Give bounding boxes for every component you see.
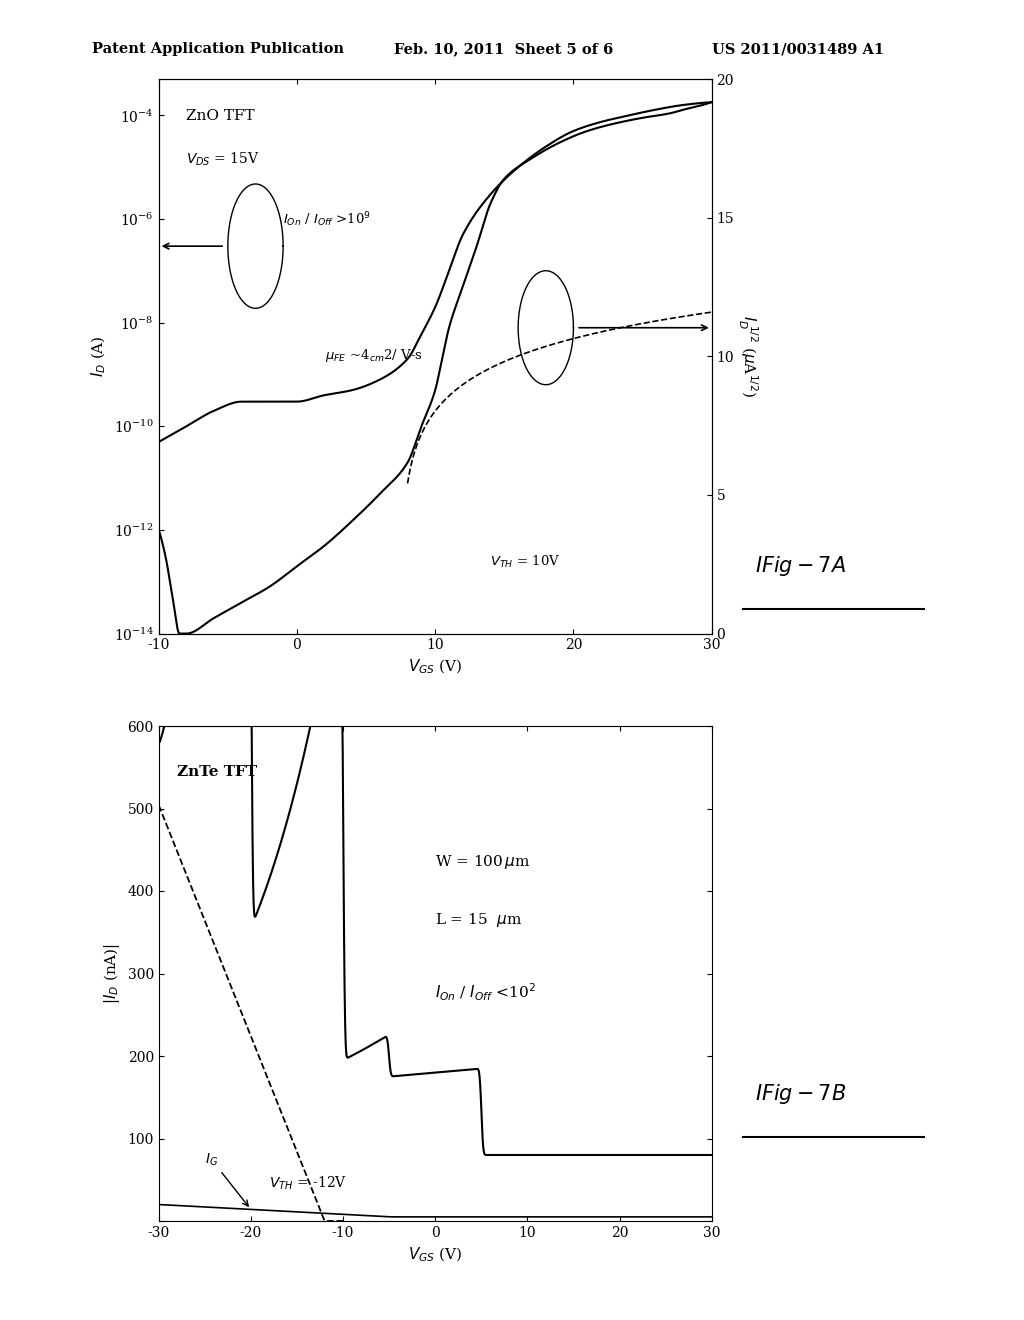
Text: $V_{TH}$ = -12V: $V_{TH}$ = -12V (269, 1175, 347, 1192)
Text: $I_G$: $I_G$ (205, 1151, 248, 1206)
Text: $\mathbf{\mathit{IFig-7A}}$: $\mathbf{\mathit{IFig-7A}}$ (755, 553, 846, 578)
X-axis label: $V_{GS}$ (V): $V_{GS}$ (V) (408, 657, 463, 676)
Text: $I_{On}$ / $I_{Off}$ >10$^9$: $I_{On}$ / $I_{Off}$ >10$^9$ (283, 210, 371, 228)
Text: $\mu_{FE}$ ~4$_{cm}$2/ V-s: $\mu_{FE}$ ~4$_{cm}$2/ V-s (325, 347, 422, 364)
Text: $I_{On}$ / $I_{Off}$ <10$^2$: $I_{On}$ / $I_{Off}$ <10$^2$ (435, 982, 536, 1003)
X-axis label: $V_{GS}$ (V): $V_{GS}$ (V) (408, 1245, 463, 1263)
Y-axis label: $I_D^{\ 1/2}$ ($\mu$A$^{1/2}$): $I_D^{\ 1/2}$ ($\mu$A$^{1/2}$) (736, 315, 759, 397)
Y-axis label: $|I_D$ (nA)$|$: $|I_D$ (nA)$|$ (102, 942, 122, 1005)
Text: ZnTe TFT: ZnTe TFT (177, 764, 257, 779)
Text: US 2011/0031489 A1: US 2011/0031489 A1 (712, 42, 884, 57)
Text: ZnO TFT: ZnO TFT (186, 110, 255, 124)
Text: Patent Application Publication: Patent Application Publication (92, 42, 344, 57)
Text: W = 100$\,\mu$m: W = 100$\,\mu$m (435, 853, 530, 871)
Text: L = 15  $\mu$m: L = 15 $\mu$m (435, 911, 522, 929)
Text: $V_{TH}$ = 10V: $V_{TH}$ = 10V (490, 554, 561, 570)
Text: $\mathbf{\mathit{IFig-7B}}$: $\mathbf{\mathit{IFig-7B}}$ (755, 1081, 846, 1106)
Text: $V_{DS}$ = 15V: $V_{DS}$ = 15V (186, 150, 260, 168)
Y-axis label: $I_D$ (A): $I_D$ (A) (90, 335, 109, 378)
Text: Feb. 10, 2011  Sheet 5 of 6: Feb. 10, 2011 Sheet 5 of 6 (394, 42, 613, 57)
